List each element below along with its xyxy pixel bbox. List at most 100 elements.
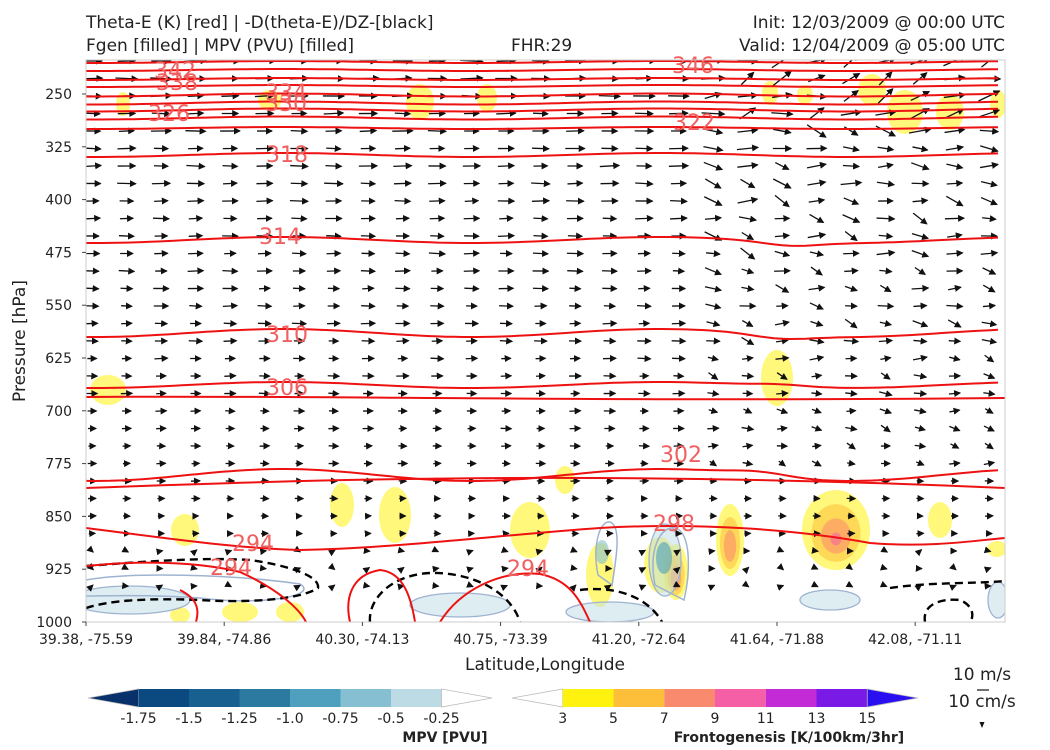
wind-vector: [254, 92, 276, 100]
wind-vector: [738, 215, 758, 223]
theta-e-contour: [86, 236, 999, 247]
wind-vector: [983, 566, 992, 574]
wind-vector: [737, 196, 759, 204]
theta-e-label: 294: [210, 556, 252, 581]
fgen-fill: [858, 74, 886, 106]
theta-e-label: 326: [148, 102, 190, 127]
wind-vector: [982, 302, 997, 310]
wind-vector: [603, 584, 612, 592]
wind-vector: [604, 549, 612, 557]
wind-vector: [294, 425, 305, 433]
wind-vector: [880, 424, 891, 433]
wind-vector: [222, 162, 239, 170]
wind-vector: [911, 249, 930, 258]
theta-e-label: 302: [660, 443, 702, 468]
wind-vector: [359, 127, 378, 135]
wind-vector: [187, 109, 205, 117]
colorbar-segment: [664, 689, 715, 707]
colorbar-tick-label: 9: [711, 711, 720, 727]
wind-vector: [876, 215, 896, 223]
wind-vector: [395, 214, 411, 222]
x-tick-label: 39.38, -75.59: [39, 632, 133, 648]
wind-vector: [325, 162, 343, 170]
theta-e-contour: [86, 100, 999, 106]
wind-vector: [117, 60, 137, 65]
theta-e-label: 318: [266, 143, 308, 168]
wind-vector: [877, 302, 895, 310]
title-left-1: Theta-E (K) [red] | -D(theta-E)/DZ-[blac…: [86, 13, 434, 33]
wind-vector: [979, 162, 999, 169]
wind-vector: [877, 162, 894, 170]
wind-vector: [982, 215, 997, 223]
wind-vector: [908, 126, 932, 134]
wind-vector: [846, 442, 856, 450]
wind-vector: [670, 197, 688, 205]
fgen-fill: [90, 375, 126, 405]
wind-vector: [360, 180, 377, 188]
wind-vector: [324, 180, 344, 188]
wind-vector: [843, 60, 860, 68]
wind-vector: [741, 336, 755, 346]
fgen-fill: [258, 90, 282, 110]
wind-vector: [950, 442, 960, 449]
colorbar-tick-label: 15: [858, 711, 876, 727]
wind-vector: [879, 284, 892, 293]
wind-vector: [948, 284, 962, 292]
wind-vector: [672, 580, 681, 588]
wind-vector: [86, 285, 100, 293]
fgen-fill: [797, 85, 813, 105]
dthetae-contour: [86, 557, 320, 610]
wind-vector: [292, 285, 306, 292]
colorbar-tick-label: -1.0: [276, 711, 303, 727]
wind-vector: [914, 407, 927, 415]
wind-vector: [637, 355, 652, 363]
wind-vector: [845, 580, 854, 588]
mpv-contour: [652, 527, 690, 602]
wind-vector: [776, 563, 785, 571]
wind-vector: [707, 425, 720, 433]
x-axis-label: Latitude,Longitude: [465, 655, 625, 675]
colorbar-tick-label: -1.5: [175, 711, 202, 727]
wind-vector: [807, 179, 827, 187]
theta-e-contour: [86, 84, 999, 88]
wind-vector: [327, 549, 336, 557]
wind-vector: [190, 563, 198, 571]
x-tick-label: 41.64, -71.88: [730, 632, 824, 648]
wind-vector: [911, 232, 929, 241]
wind-vector: [86, 584, 94, 592]
wind-vector: [809, 354, 825, 362]
wind-vector: [187, 197, 205, 205]
wind-vector: [466, 566, 474, 574]
y-tick-label: 775: [45, 457, 72, 473]
wind-vector: [535, 566, 543, 574]
wind-vector: [708, 372, 719, 380]
theta-e-contour: [179, 589, 199, 622]
x-tick-label: 39.84, -74.86: [177, 632, 271, 648]
wind-vector: [566, 127, 585, 135]
wind-vector: [880, 372, 891, 380]
wind-vector: [806, 124, 827, 138]
wind-vector: [704, 214, 723, 222]
wind-vector: [913, 390, 928, 398]
wind-vector: [638, 584, 647, 591]
wind-vector: [569, 284, 582, 292]
wind-vector: [186, 162, 206, 170]
wind-vector: [949, 425, 961, 432]
wind-vector: [945, 144, 965, 152]
wind-vector: [224, 549, 233, 556]
wind-vector: [879, 580, 888, 588]
wind-vector: [844, 230, 858, 242]
wind-vector: [811, 407, 822, 414]
wind-vector: [980, 145, 999, 153]
wind-vector: [809, 213, 825, 224]
wind-vector: [703, 196, 723, 206]
wind-vector: [984, 354, 995, 363]
mpv-contour: [595, 521, 618, 587]
wind-vector: [225, 407, 236, 415]
wind-vector: [635, 180, 654, 188]
fgen-fill: [830, 532, 842, 546]
wind-vector: [706, 250, 721, 258]
wind-vector: [187, 92, 205, 100]
theta-e-contour: [86, 60, 999, 64]
wind-vector: [879, 390, 893, 398]
